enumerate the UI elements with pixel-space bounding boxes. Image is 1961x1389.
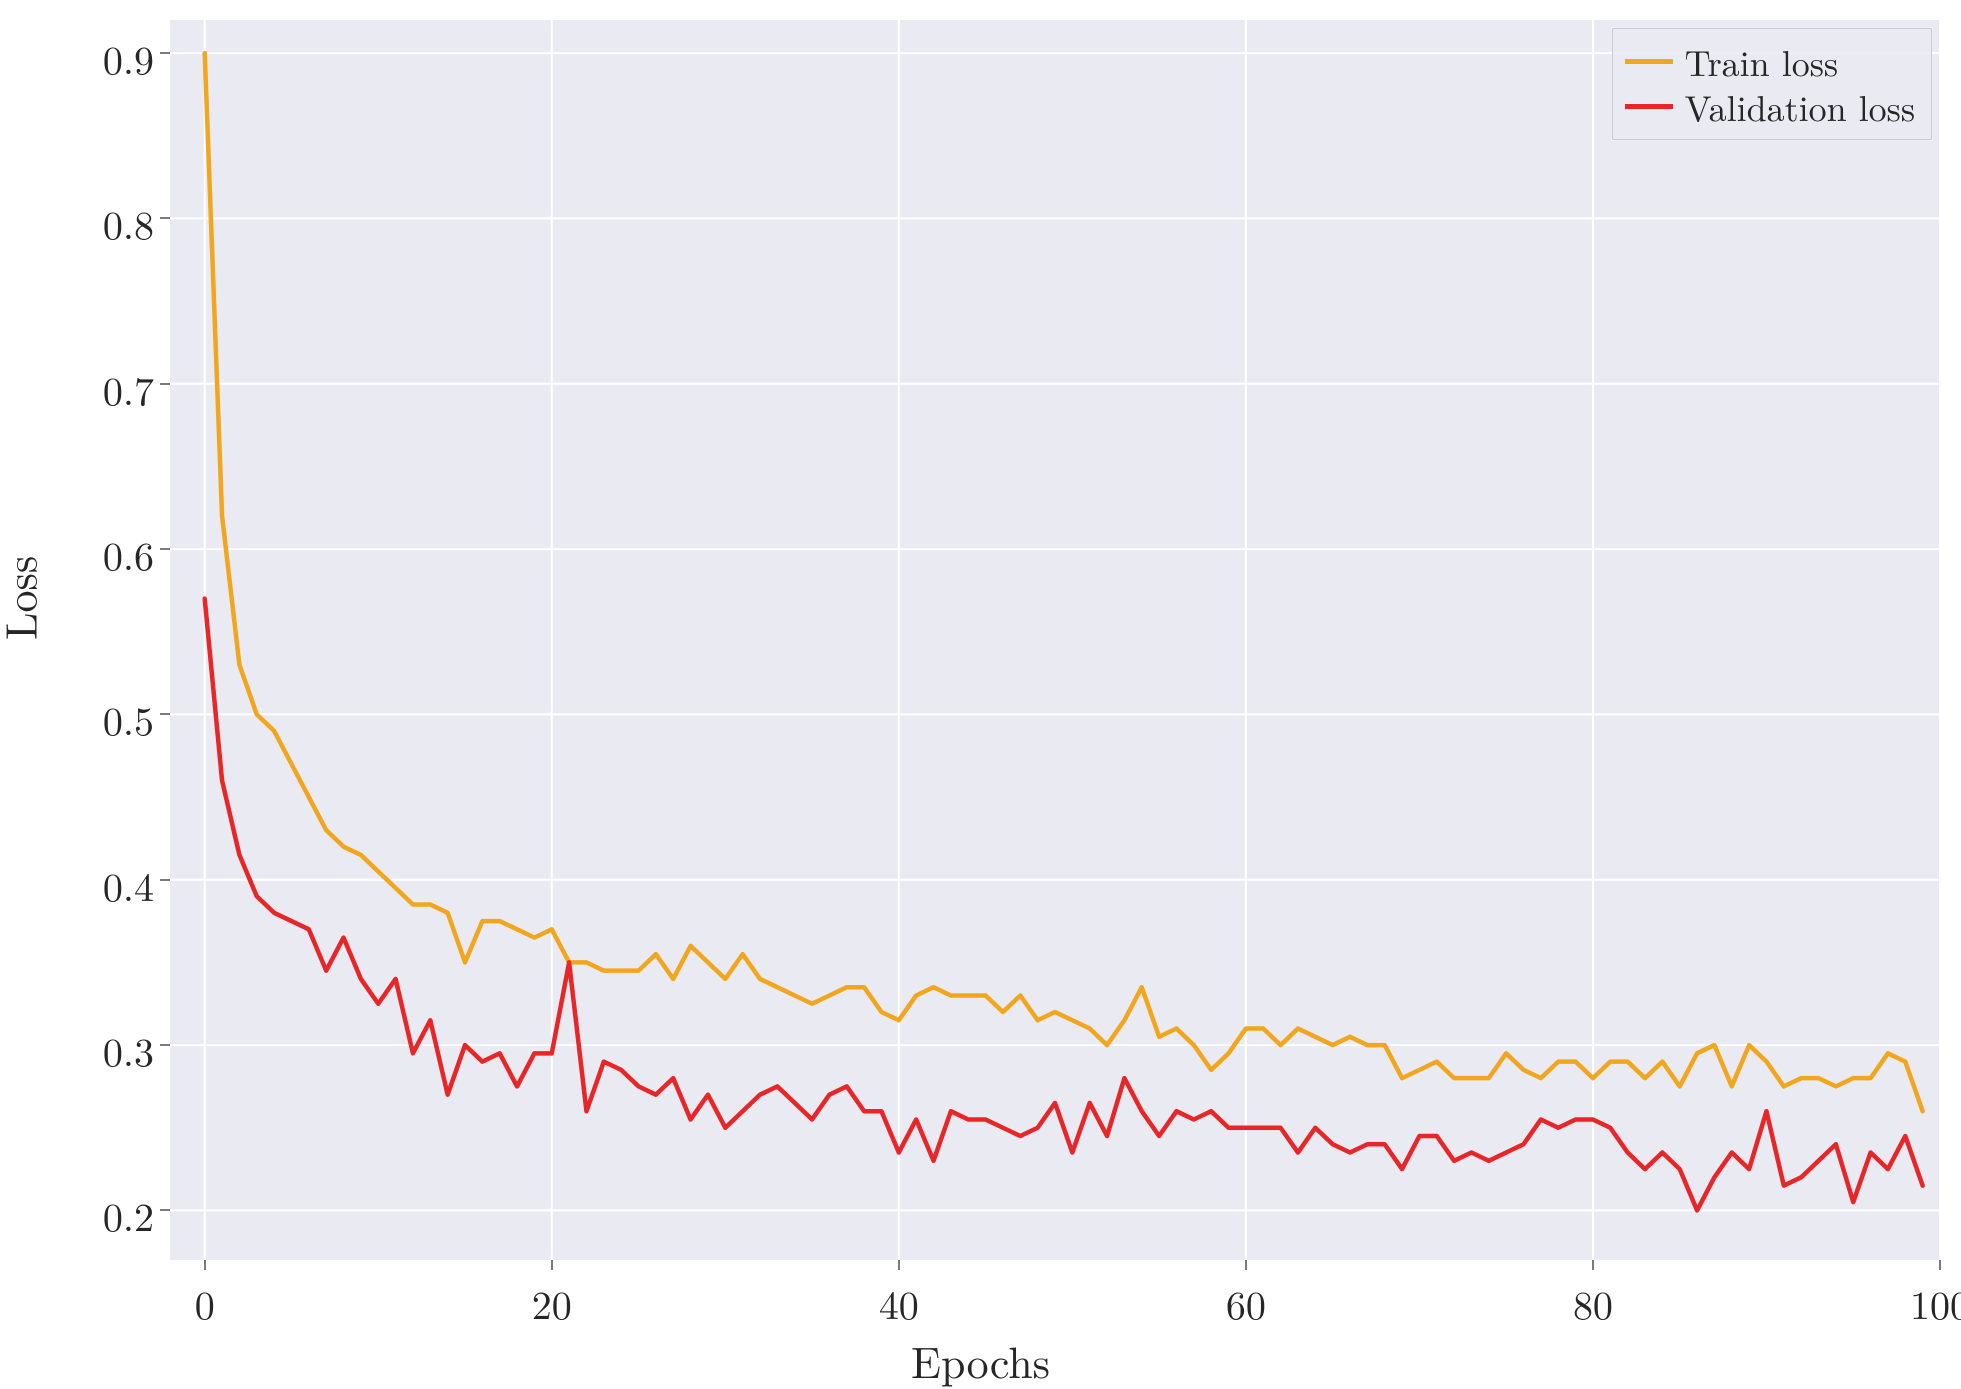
- y-tick-mark: [160, 383, 170, 385]
- y-axis-label: Loss: [0, 556, 50, 640]
- x-tick-label: 0: [165, 1274, 245, 1331]
- legend-item: Train loss: [1625, 39, 1915, 84]
- legend-swatch: [1625, 59, 1673, 64]
- x-tick-mark: [1939, 1260, 1941, 1270]
- x-tick-mark: [204, 1260, 206, 1270]
- y-tick-value: 0.4: [103, 856, 154, 913]
- y-tick-mark: [160, 1044, 170, 1046]
- x-axis-label-text: Epochs: [911, 1328, 1050, 1389]
- legend-item: Validation loss: [1625, 84, 1915, 129]
- x-tick-mark: [551, 1260, 553, 1270]
- y-tick-mark: [160, 217, 170, 219]
- y-tick-mark: [160, 548, 170, 550]
- legend-label: Validation loss: [1685, 84, 1915, 129]
- y-tick-value: 0.6: [103, 525, 154, 582]
- x-tick-label: 80: [1553, 1274, 1633, 1331]
- x-tick-mark: [898, 1260, 900, 1270]
- x-tick-value: 60: [1226, 1274, 1266, 1331]
- x-tick-label: 20: [512, 1274, 592, 1331]
- x-tick-value: 0: [195, 1274, 215, 1331]
- x-tick-mark: [1592, 1260, 1594, 1270]
- x-tick-label: 60: [1206, 1274, 1286, 1331]
- x-tick-label: 40: [859, 1274, 939, 1331]
- y-tick-mark: [160, 879, 170, 881]
- x-tick-label: 100: [1900, 1274, 1961, 1331]
- y-tick-label: 0.7: [103, 360, 154, 417]
- y-tick-mark: [160, 713, 170, 715]
- plot-area: [170, 20, 1940, 1260]
- y-tick-value: 0.9: [103, 29, 154, 86]
- y-tick-label: 0.5: [103, 690, 154, 747]
- x-tick-value: 20: [532, 1274, 572, 1331]
- legend-label: Train loss: [1685, 39, 1839, 84]
- y-tick-value: 0.3: [103, 1021, 154, 1078]
- y-tick-label: 0.3: [103, 1021, 154, 1078]
- y-tick-label: 0.9: [103, 29, 154, 86]
- legend: Train lossValidation loss: [1612, 28, 1932, 140]
- legend-swatch: [1625, 104, 1673, 109]
- x-tick-value: 100: [1910, 1274, 1961, 1331]
- x-tick-value: 80: [1573, 1274, 1613, 1331]
- loss-chart: Loss Epochs 0 20 40 60 80 100 0.2 0.3 0.4 0.5 0.6…: [0, 0, 1961, 1389]
- y-tick-value: 0.5: [103, 690, 154, 747]
- x-tick-value: 40: [879, 1274, 919, 1331]
- y-tick-value: 0.8: [103, 194, 154, 251]
- x-axis-label: Epochs: [0, 1328, 1961, 1389]
- y-tick-value: 0.2: [103, 1186, 154, 1243]
- y-tick-value: 0.7: [103, 360, 154, 417]
- y-tick-label: 0.8: [103, 194, 154, 251]
- y-axis-label-text: Loss: [0, 556, 50, 640]
- x-tick-mark: [1245, 1260, 1247, 1270]
- y-tick-label: 0.2: [103, 1186, 154, 1243]
- y-tick-mark: [160, 52, 170, 54]
- y-tick-mark: [160, 1209, 170, 1211]
- y-tick-label: 0.6: [103, 525, 154, 582]
- y-tick-label: 0.4: [103, 856, 154, 913]
